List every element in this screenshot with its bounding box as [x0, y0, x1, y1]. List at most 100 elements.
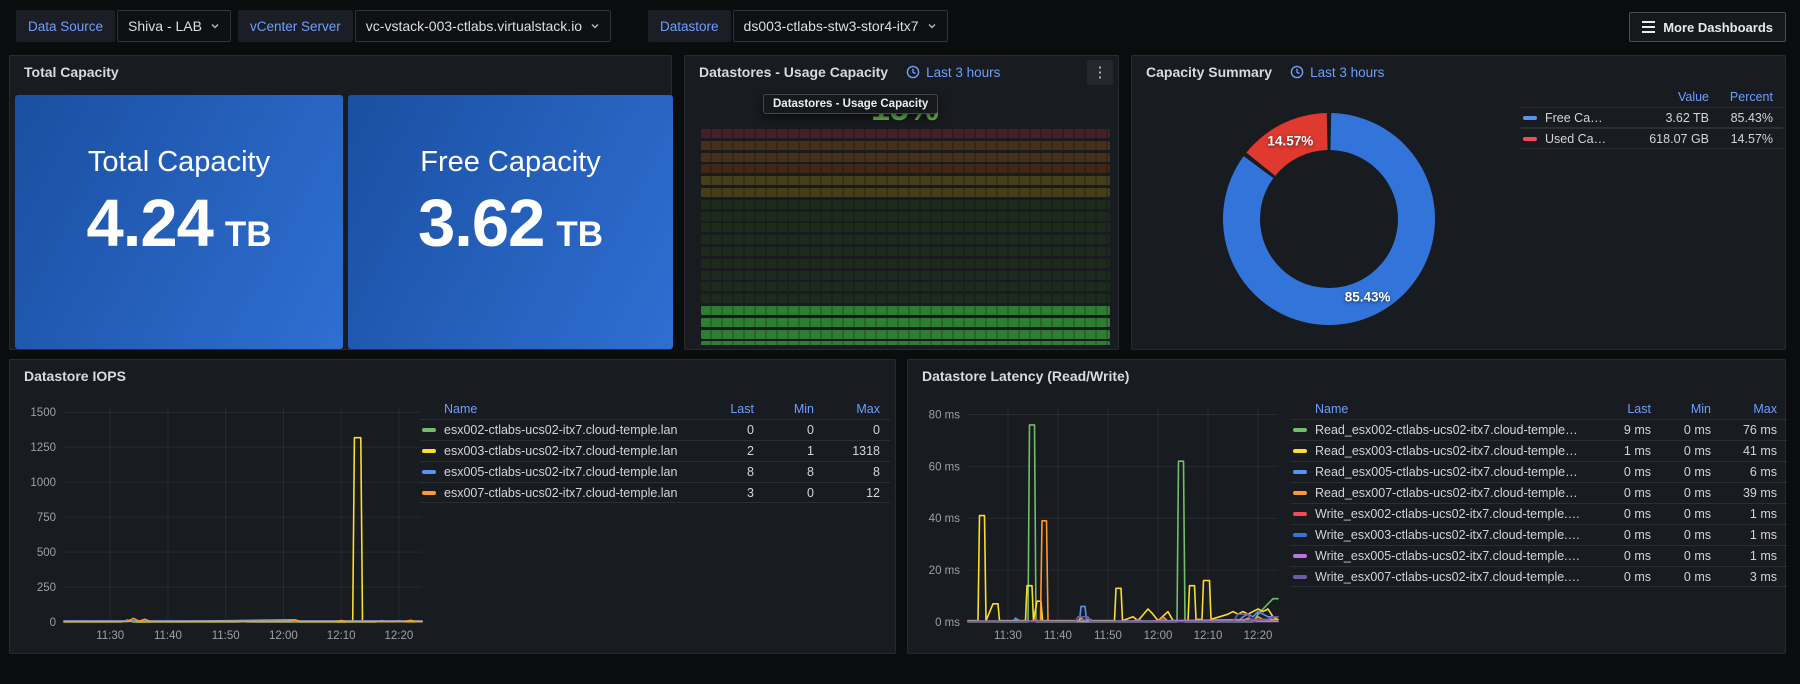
series-min: 0 ms [1683, 569, 1711, 584]
usage-bar [701, 223, 1110, 233]
panel-datastores-usage-capacity: Datastores - Usage Capacity Last 3 hours… [684, 55, 1119, 350]
svg-text:12:00: 12:00 [1144, 630, 1173, 642]
series-max: 1 ms [1749, 549, 1777, 563]
donut-slice-label: 85.43% [1344, 289, 1391, 305]
svg-text:11:50: 11:50 [1094, 630, 1122, 642]
time-range-text: Last 3 hours [926, 64, 1001, 80]
more-dashboards-button[interactable]: More Dashboards [1629, 12, 1786, 42]
stat-label: Free Capacity [420, 146, 601, 178]
legend-row[interactable]: Write_esx007-ctlabs-ucs02-itx7.cloud-tem… [1291, 566, 1787, 587]
legend-row[interactable]: Used Capacity 618.07 GB 14.57% [1521, 128, 1783, 149]
legend-row[interactable]: Read_esx003-ctlabs-ucs02-itx7.cloud-temp… [1291, 440, 1787, 461]
panel-menu-icon[interactable]: ⋮ [1087, 60, 1113, 85]
series-name[interactable]: Write_esx003-ctlabs-ucs02-itx7.cloud-tem… [1315, 528, 1585, 542]
svg-text:11:40: 11:40 [154, 630, 182, 642]
svg-text:40 ms: 40 ms [929, 513, 961, 525]
time-range-text: Last 3 hours [1310, 64, 1385, 80]
stat-label: Total Capacity [87, 146, 271, 178]
panel-title[interactable]: Datastores - Usage Capacity [699, 64, 889, 80]
donut-slice-label: 14.57% [1267, 133, 1314, 148]
usage-bar [701, 246, 1110, 256]
usage-bar [701, 199, 1110, 209]
panel-header: Datastore IOPS [10, 360, 895, 392]
usage-bar [701, 329, 1110, 339]
series-max: 39 ms [1742, 486, 1777, 500]
datastore-label: Datastore [648, 10, 731, 42]
stat-unit: TB [556, 215, 604, 254]
series-name[interactable]: esx007-ctlabs-ucs02-itx7.cloud-temple.la… [444, 485, 678, 500]
series-last: 0 [747, 423, 754, 437]
series-name[interactable]: esx005-ctlabs-ucs02-itx7.cloud-temple.la… [444, 465, 678, 479]
legend-row[interactable]: Write_esx005-ctlabs-ucs02-itx7.cloud-tem… [1291, 545, 1787, 566]
series-name[interactable]: Write_esx002-ctlabs-ucs02-itx7.cloud-tem… [1315, 507, 1585, 521]
chevron-down-icon [591, 23, 599, 29]
legend-row[interactable]: esx003-ctlabs-ucs02-itx7.cloud-temple.la… [420, 440, 890, 461]
legend-row[interactable]: Write_esx002-ctlabs-ucs02-itx7.cloud-tem… [1291, 503, 1787, 524]
series-name[interactable]: Free Capacity [1545, 110, 1617, 125]
donut-svg [1223, 113, 1435, 325]
series-name[interactable]: esx002-ctlabs-ucs02-itx7.cloud-temple.la… [444, 423, 678, 437]
legend-row[interactable]: Free Capacity 3.62 TB 85.43% [1521, 107, 1783, 128]
panel-title[interactable]: Datastore IOPS [24, 368, 126, 384]
stat-unit: TB [224, 215, 272, 254]
panel-time-range: Last 3 hours [1290, 65, 1384, 80]
series-min: 0 ms [1683, 444, 1711, 458]
usage-bar [701, 294, 1110, 304]
panel-title[interactable]: Datastore Latency (Read/Write) [922, 368, 1130, 384]
series-color-swatch [1293, 428, 1307, 432]
usage-bar [701, 152, 1110, 162]
usage-bar [701, 270, 1110, 280]
panel-header: Total Capacity [10, 56, 671, 88]
latency-legend: Name Last Min Max Read_esx002-ctlabs-ucs02-i… [1291, 398, 1787, 587]
vcenter-server-dropdown[interactable]: vc-vstack-003-ctlabs.virtualstack.io [354, 10, 612, 42]
svg-text:0: 0 [50, 617, 56, 629]
series-max: 76 ms [1742, 423, 1777, 437]
data-source-value: Shiva - LAB [128, 18, 202, 34]
series-name[interactable]: esx003-ctlabs-ucs02-itx7.cloud-temple.la… [444, 444, 678, 458]
series-color-swatch [1293, 491, 1307, 495]
series-name[interactable]: Write_esx007-ctlabs-ucs02-itx7.cloud-tem… [1315, 569, 1585, 584]
series-name[interactable]: Write_esx005-ctlabs-ucs02-itx7.cloud-tem… [1315, 549, 1585, 563]
series-percent: 85.43% [1730, 110, 1773, 125]
series-name[interactable]: Used Capacity [1545, 131, 1617, 146]
legend-row[interactable]: Read_esx007-ctlabs-ucs02-itx7.cloud-temp… [1291, 482, 1787, 503]
legend-row[interactable]: Read_esx002-ctlabs-ucs02-itx7.cloud-temp… [1291, 419, 1787, 440]
svg-text:11:30: 11:30 [96, 630, 124, 642]
series-max: 12 [866, 485, 880, 500]
usage-bar [701, 317, 1110, 327]
svg-text:500: 500 [37, 547, 56, 559]
panel-datastore-latency: Datastore Latency (Read/Write) 11:30 11:4… [907, 359, 1787, 654]
series-name[interactable]: Read_esx007-ctlabs-ucs02-itx7.cloud-temp… [1315, 486, 1586, 500]
series-color-swatch [422, 428, 436, 432]
chevron-down-icon [211, 23, 219, 29]
series-name[interactable]: Read_esx005-ctlabs-ucs02-itx7.cloud-temp… [1315, 465, 1586, 479]
panel-capacity-summary: Capacity Summary Last 3 hours 85.43% 14.5… [1131, 55, 1786, 350]
svg-text:1000: 1000 [30, 477, 56, 489]
svg-text:1500: 1500 [30, 407, 56, 419]
datastore-dropdown[interactable]: ds003-ctlabs-stw3-stor4-itx7 [732, 10, 948, 42]
series-color-swatch [1523, 115, 1537, 120]
legend-row[interactable]: Read_esx005-ctlabs-ucs02-itx7.cloud-temp… [1291, 461, 1787, 482]
data-source-dropdown[interactable]: Shiva - LAB [117, 10, 231, 42]
latency-chart[interactable]: 11:30 11:40 11:50 12:00 12:10 12:20 0 ms 20 ms 4… [922, 396, 1282, 648]
legend-row[interactable]: Write_esx003-ctlabs-ucs02-itx7.cloud-tem… [1291, 524, 1787, 545]
svg-text:250: 250 [37, 582, 56, 594]
panel-title[interactable]: Capacity Summary [1146, 64, 1273, 80]
svg-text:11:50: 11:50 [212, 630, 240, 642]
legend-row[interactable]: esx005-ctlabs-ucs02-itx7.cloud-temple.la… [420, 461, 890, 482]
panel-title[interactable]: Total Capacity [24, 64, 119, 80]
usage-bar [701, 282, 1110, 292]
svg-text:11:30: 11:30 [994, 630, 1022, 642]
series-min: 0 ms [1683, 528, 1711, 542]
legend-row[interactable]: esx002-ctlabs-ucs02-itx7.cloud-temple.la… [420, 419, 890, 440]
clock-icon [1290, 65, 1304, 79]
series-min: 0 [807, 423, 814, 437]
series-value: 618.07 GB [1649, 131, 1709, 146]
series-color-swatch [1523, 136, 1537, 141]
iops-chart[interactable]: 11:30 11:40 11:50 12:00 12:10 12:20 0 250 500 750… [24, 396, 426, 648]
series-name[interactable]: Read_esx002-ctlabs-ucs02-itx7.cloud-temp… [1315, 423, 1586, 437]
series-last: 9 ms [1623, 423, 1651, 437]
series-name[interactable]: Read_esx003-ctlabs-ucs02-itx7.cloud-temp… [1315, 444, 1586, 458]
legend-row[interactable]: esx007-ctlabs-ucs02-itx7.cloud-temple.la… [420, 482, 890, 503]
series-max: 6 ms [1749, 465, 1777, 479]
